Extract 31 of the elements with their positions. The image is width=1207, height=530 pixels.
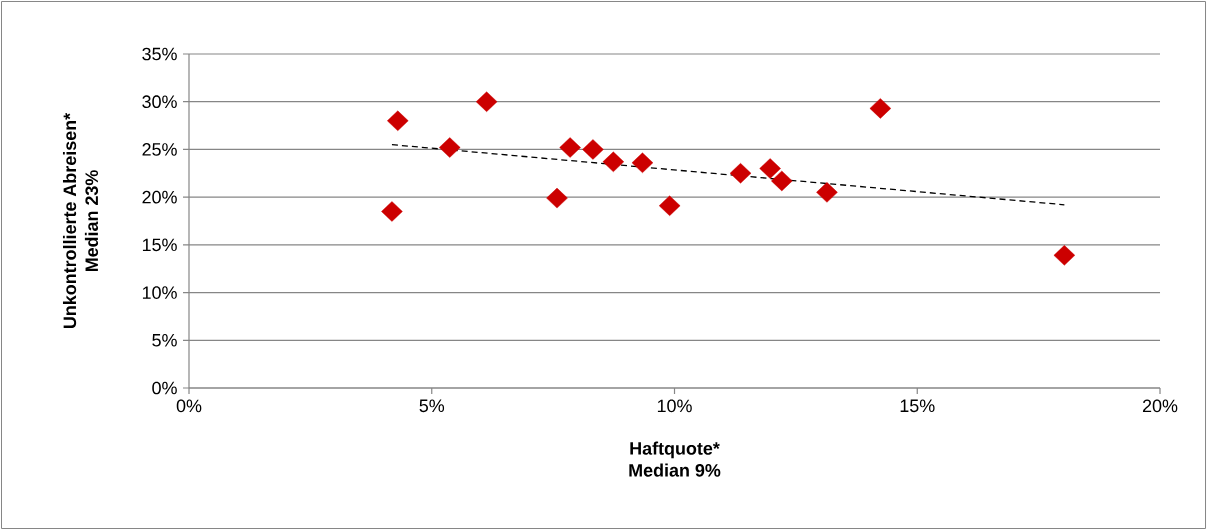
y-tick-label: 0% bbox=[152, 381, 177, 395]
point bbox=[631, 152, 654, 173]
y-tick-label: 5% bbox=[152, 333, 177, 347]
point bbox=[582, 139, 604, 160]
y-tick-label: 15% bbox=[142, 238, 177, 252]
y-tick-label: 35% bbox=[142, 47, 177, 61]
point bbox=[602, 151, 625, 173]
point bbox=[387, 110, 409, 131]
x-tick-label: 10% bbox=[657, 399, 692, 413]
point bbox=[869, 98, 892, 119]
point bbox=[1053, 245, 1076, 266]
x-tick-label: 0% bbox=[176, 399, 202, 413]
point bbox=[658, 195, 681, 216]
x-axis-title: Haftquote* Median 9% bbox=[629, 441, 721, 477]
y-axis-title: Unkontrollierte Abreisen* Median 23% bbox=[62, 112, 99, 329]
y-tick-label: 25% bbox=[142, 143, 177, 156]
x-tick-label: 20% bbox=[1142, 399, 1178, 413]
point bbox=[475, 91, 498, 112]
x-tick-label: 5% bbox=[419, 399, 445, 413]
y-tick-label: 20% bbox=[142, 190, 177, 204]
point bbox=[771, 170, 793, 192]
point bbox=[759, 158, 781, 179]
point bbox=[559, 137, 581, 158]
y-tick-label: 10% bbox=[142, 286, 177, 299]
x-tick-label: 15% bbox=[900, 399, 935, 413]
point bbox=[816, 182, 838, 203]
point bbox=[439, 137, 461, 158]
point bbox=[546, 187, 568, 209]
point bbox=[729, 163, 752, 184]
y-tick-label: 30% bbox=[142, 95, 177, 109]
point bbox=[381, 201, 403, 222]
